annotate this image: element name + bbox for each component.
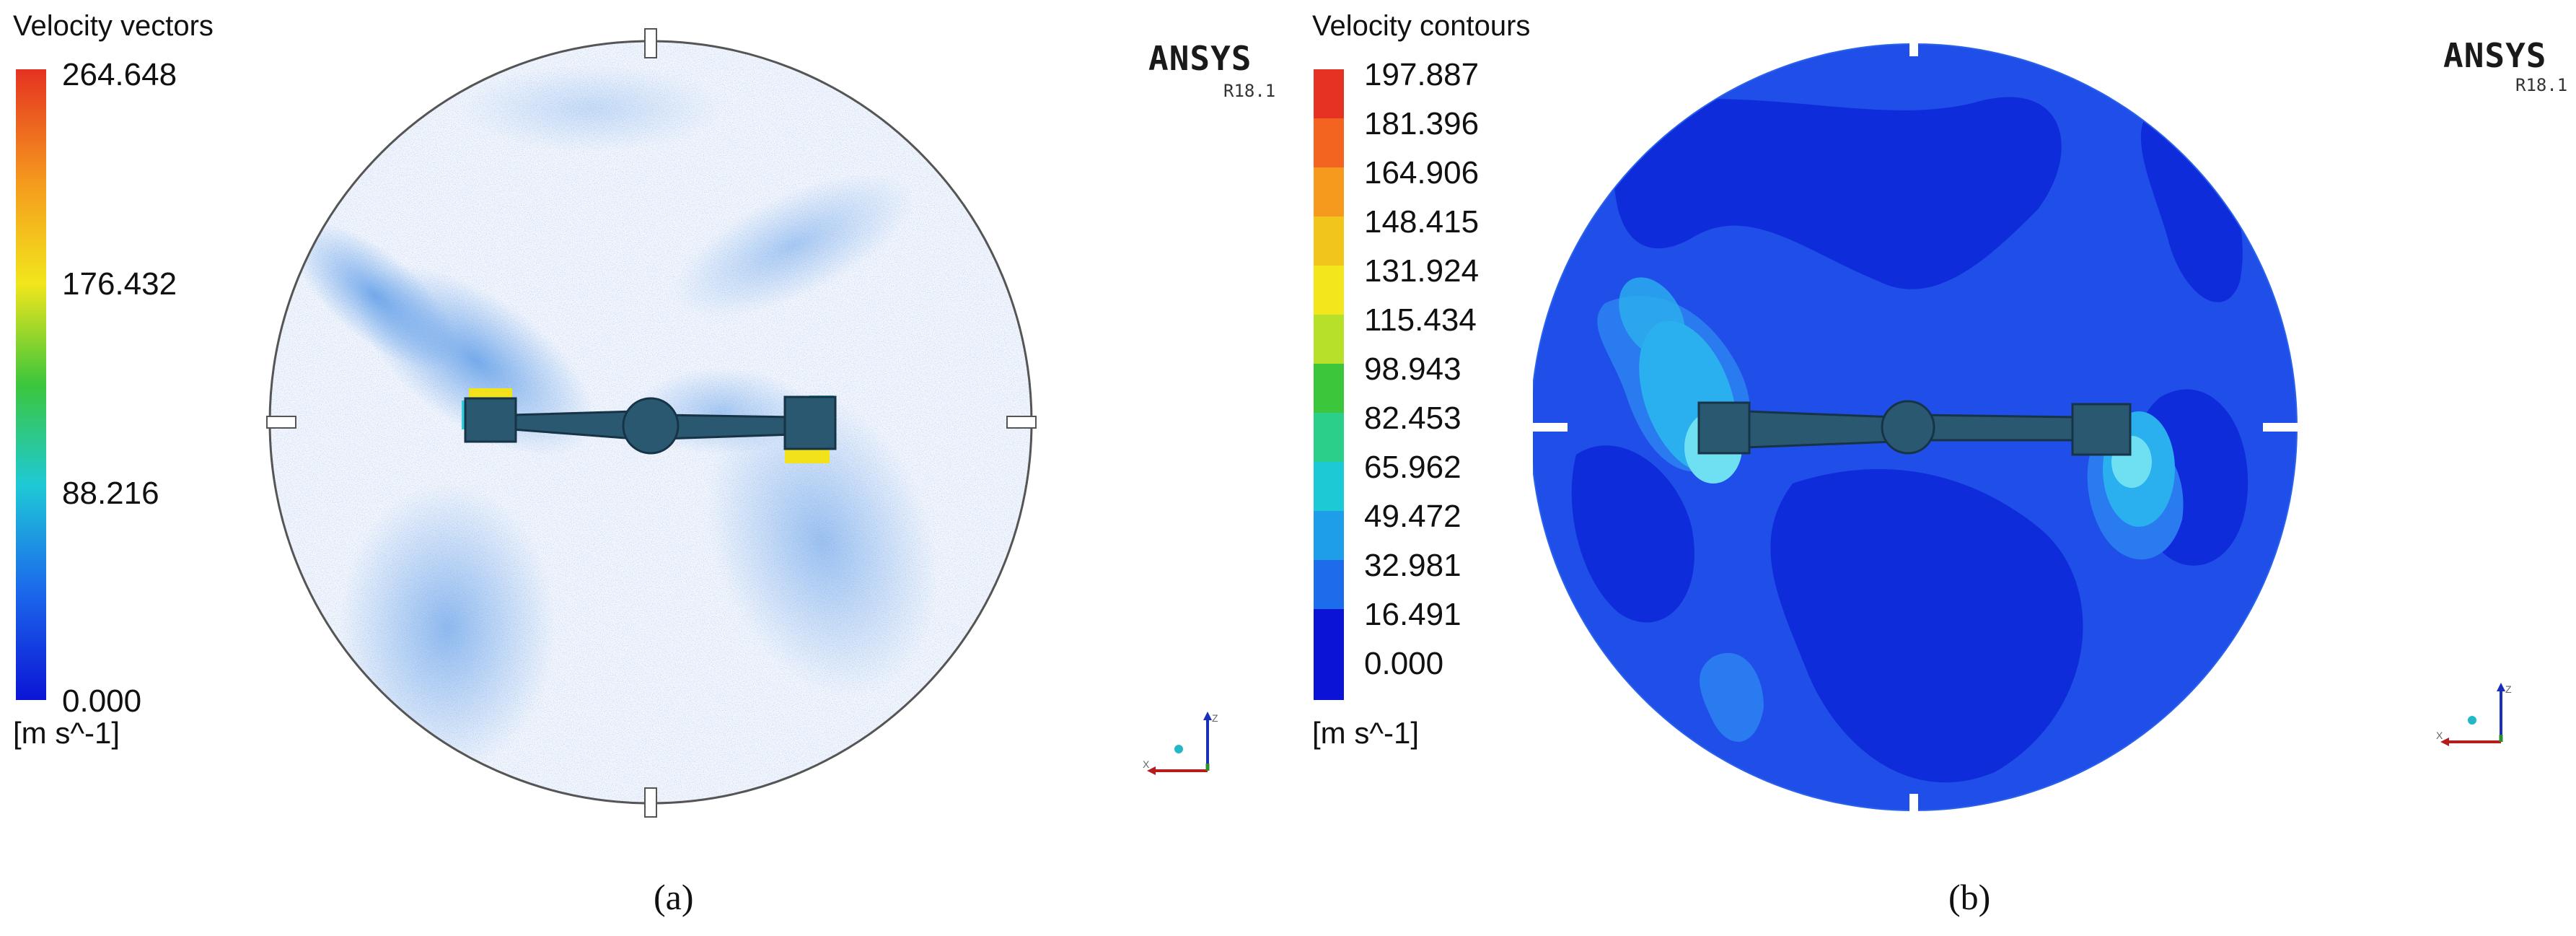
panel-b-caption: (b) xyxy=(1948,877,1991,917)
panel-a-colorbar xyxy=(16,69,46,700)
panel-b-tick-6: 98.943 xyxy=(1364,351,1461,387)
panel-b-tick-7: 82.453 xyxy=(1364,401,1461,436)
panel-b-impeller xyxy=(1697,400,2132,456)
panel-a-vector-field xyxy=(266,28,1037,818)
panel-a-tick-2: 176.432 xyxy=(62,266,177,302)
svg-text:X: X xyxy=(1143,758,1150,770)
svg-text:Z: Z xyxy=(2505,683,2512,695)
panel-b-tick-10: 32.981 xyxy=(1364,548,1461,583)
panel-a-caption: (a) xyxy=(654,877,694,917)
panel-a-velocity-vectors: Velocity vectors 264.648 176.432 88.216 … xyxy=(13,10,1276,917)
svg-text:X: X xyxy=(2436,730,2443,741)
panel-b-contour-field xyxy=(1533,22,2298,823)
panel-a-tick-max: 264.648 xyxy=(62,57,177,92)
panel-b-tick-0: 197.887 xyxy=(1364,57,1480,92)
panel-b-axis-triad-icon: Z X xyxy=(2436,683,2512,746)
panel-b-tick-2: 164.906 xyxy=(1364,155,1480,191)
panel-b-velocity-contours: Velocity contours 197.887 181.396 164.906 1… xyxy=(1288,0,2576,936)
panel-b-tick-8: 65.962 xyxy=(1364,450,1461,485)
panel-a-tick-3: 88.216 xyxy=(62,476,159,511)
panel-a-axis-triad-icon: Z X xyxy=(1143,712,1218,775)
panel-b-tick-4: 131.924 xyxy=(1364,253,1480,289)
panel-a-version: R18.1 xyxy=(1223,81,1276,101)
panel-b-tick-12: 0.000 xyxy=(1364,646,1444,681)
panel-b-ansys-logo: ANSYS xyxy=(2443,36,2547,75)
panel-b-colorbar xyxy=(1314,69,1344,700)
panel-b-tick-1: 181.396 xyxy=(1364,106,1480,141)
panel-a-title: Velocity vectors xyxy=(13,10,214,42)
panel-a-impeller xyxy=(464,395,837,455)
panel-b-tick-5: 115.434 xyxy=(1364,302,1477,338)
panel-a-tick-min: 0.000 xyxy=(62,683,142,719)
panel-a-ansys-logo: ANSYS xyxy=(1148,39,1252,78)
panel-b-tick-9: 49.472 xyxy=(1364,499,1461,534)
panel-b-unit: [m s^-1] xyxy=(1312,716,1420,750)
svg-text:Z: Z xyxy=(1212,712,1218,724)
panel-b-tick-11: 16.491 xyxy=(1364,597,1461,632)
panel-b-title: Velocity contours xyxy=(1312,10,1531,42)
panel-b-tick-3: 148.415 xyxy=(1364,204,1480,240)
panel-b-version: R18.1 xyxy=(2515,75,2568,95)
panel-a-unit: [m s^-1] xyxy=(13,716,120,750)
